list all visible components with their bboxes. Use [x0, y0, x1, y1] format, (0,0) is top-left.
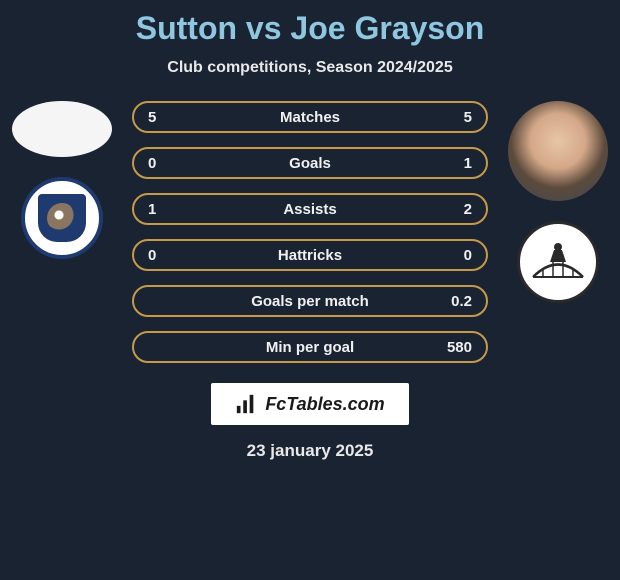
right-column [508, 101, 608, 303]
subtitle: Club competitions, Season 2024/2025 [167, 59, 452, 77]
stat-label: Goals per match [192, 293, 428, 310]
stat-row-assists: 1 Assists 2 [132, 193, 488, 225]
stat-row-goals: 0 Goals 1 [132, 147, 488, 179]
title-vs: vs [246, 10, 282, 46]
stat-right-value: 2 [428, 201, 472, 218]
left-column [12, 101, 112, 259]
stat-right-value: 5 [428, 109, 472, 126]
stat-row-min-per-goal: Min per goal 580 [132, 331, 488, 363]
stat-right-value: 1 [428, 155, 472, 172]
brand-badge: FcTables.com [211, 383, 408, 425]
stat-left-value: 0 [148, 247, 192, 264]
player1-club-badge [21, 177, 103, 259]
stat-label: Hattricks [192, 247, 428, 264]
stat-label: Matches [192, 109, 428, 126]
stat-left-value: 1 [148, 201, 192, 218]
stat-right-value: 0 [428, 247, 472, 264]
page-title: Sutton vs Joe Grayson [136, 10, 485, 47]
stat-label: Goals [192, 155, 428, 172]
player1-name: Sutton [136, 10, 237, 46]
stats-area: 5 Matches 5 0 Goals 1 1 Assists 2 0 Hatt… [0, 101, 620, 363]
stats-rows: 5 Matches 5 0 Goals 1 1 Assists 2 0 Hatt… [132, 101, 488, 363]
player2-club-badge [517, 221, 599, 303]
stat-right-value: 580 [428, 339, 472, 356]
player2-avatar [508, 101, 608, 201]
stat-row-hattricks: 0 Hattricks 0 [132, 239, 488, 271]
date-text: 23 january 2025 [247, 441, 374, 461]
stat-left-value: 0 [148, 155, 192, 172]
stat-row-matches: 5 Matches 5 [132, 101, 488, 133]
player2-name: Joe Grayson [290, 10, 484, 46]
stat-right-value: 0.2 [428, 293, 472, 310]
player1-avatar [12, 101, 112, 157]
stat-row-goals-per-match: Goals per match 0.2 [132, 285, 488, 317]
bar-chart-icon [235, 393, 257, 415]
stat-label: Assists [192, 201, 428, 218]
gateshead-icon [528, 232, 588, 292]
brand-text: FcTables.com [265, 394, 384, 415]
comparison-card: Sutton vs Joe Grayson Club competitions,… [0, 0, 620, 580]
stat-left-value: 5 [148, 109, 192, 126]
stat-label: Min per goal [192, 339, 428, 356]
